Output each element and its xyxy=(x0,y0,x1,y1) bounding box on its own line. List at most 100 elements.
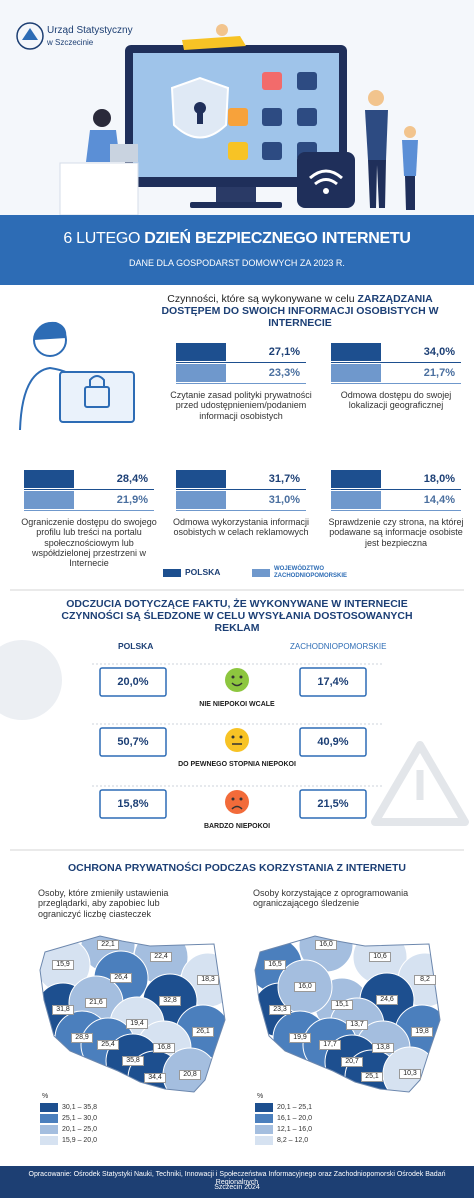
desk xyxy=(59,162,139,216)
smiley-eye xyxy=(239,735,243,739)
smiley-eye xyxy=(231,735,235,739)
app-icon xyxy=(297,108,317,126)
footer-text: Opracowanie: Ośrodek Statystyki Nauki, T… xyxy=(28,1171,446,1187)
region-label: 15,1 xyxy=(331,1000,353,1011)
region-value: 17,4% xyxy=(317,676,349,688)
icon-lock xyxy=(84,386,110,408)
region-label: 19,9 xyxy=(289,1033,311,1044)
region-bar xyxy=(331,364,381,382)
heading-bold: ZARZĄDZANIA DOSTĘPEM DO SWOICH INFORMACJ… xyxy=(161,293,439,330)
footer-place: Szczecin 2024 xyxy=(214,1184,260,1191)
region-value: 40,9% xyxy=(317,736,349,748)
legend-swatch xyxy=(255,1103,273,1112)
polska-bar xyxy=(331,343,381,361)
caption: Sprawdzenie czy strona, na której podawa… xyxy=(328,517,464,548)
region-label: 25,1 xyxy=(361,1072,383,1083)
app-icon xyxy=(297,72,317,90)
region-label: 26,4 xyxy=(110,973,132,984)
legend-label: 20,1 – 25,0 xyxy=(62,1126,98,1133)
column-label: ZACHODNIOPOMORSKIE xyxy=(290,642,387,651)
region-box xyxy=(299,667,367,697)
region-value: 23,3% xyxy=(268,367,300,379)
app-icon xyxy=(262,142,282,160)
app-icon xyxy=(262,72,282,90)
region-label: 20,7 xyxy=(341,1057,363,1068)
region-box xyxy=(299,727,367,757)
legend-label: 15,9 – 20,0 xyxy=(62,1137,98,1144)
legend-label: 8,2 – 12,0 xyxy=(277,1137,309,1144)
legend-swatch xyxy=(255,1136,273,1145)
person xyxy=(368,160,386,208)
region-box xyxy=(299,789,367,819)
polska-bar xyxy=(24,470,74,488)
title-bold: DZIEŃ BEZPIECZNEGO INTERNETU xyxy=(144,230,411,247)
legend-label: WOJEWÓDZTWO ZACHODNIOPOMORSKIE xyxy=(274,566,348,579)
smiley xyxy=(225,728,249,752)
map-outline xyxy=(254,935,441,1093)
region-label: 34,4 xyxy=(144,1073,166,1084)
title-light: 6 LUTEGO xyxy=(63,230,141,247)
caption: Odmowa dostępu do swojej lokalizacji geo… xyxy=(340,390,452,411)
region-label: 19,8 xyxy=(411,1027,433,1038)
app-icon xyxy=(228,108,248,126)
caption: Odmowa wykorzystania informacji osobisty… xyxy=(172,517,310,538)
legend-label: 30,1 – 35,8 xyxy=(62,1104,98,1111)
icon-lock xyxy=(89,375,105,387)
logo-text: Urząd Statystyczny xyxy=(47,25,133,36)
legend-swatch xyxy=(40,1114,58,1123)
region-value: 14,4% xyxy=(423,494,455,506)
region-value: 31,0% xyxy=(268,494,300,506)
person xyxy=(182,36,246,50)
legend-label: 25,1 – 30,0 xyxy=(62,1115,98,1122)
title: 6 LUTEGO DZIEŃ BEZPIECZNEGO INTERNETU xyxy=(0,230,474,248)
legend-swatch xyxy=(163,569,181,577)
region-bar xyxy=(176,491,226,509)
polska-value: 18,0% xyxy=(423,473,455,485)
logo-text: w Szczecinie xyxy=(47,38,94,47)
region-label: 18,3 xyxy=(197,975,219,986)
map-outline xyxy=(39,935,226,1093)
region-label: 20,8 xyxy=(179,1070,201,1081)
region-bar xyxy=(24,491,74,509)
smiley xyxy=(225,790,249,814)
legend-label: POLSKA xyxy=(185,567,221,577)
legend-label: 16,1 – 20,0 xyxy=(277,1115,313,1122)
region-label: 24,6 xyxy=(376,995,398,1006)
section-heading: OCHRONA PRYWATNOŚCI PODCZAS KORZYSTANIA … xyxy=(68,862,406,874)
caption: Ograniczenie dostępu do swojego profilu … xyxy=(21,517,157,569)
region-label: 10,6 xyxy=(369,952,391,963)
cookie xyxy=(0,640,62,720)
region-label: 15,9 xyxy=(52,960,74,971)
section-heading: ODCZUCIA DOTYCZĄCE FAKTU, ŻE WYKONYWANE … xyxy=(61,598,413,635)
keyhole xyxy=(197,110,203,124)
region-label: 17,7 xyxy=(319,1040,341,1051)
person xyxy=(402,140,418,176)
map-caption: Osoby korzystające z oprogramowania ogra… xyxy=(253,888,409,909)
region-bar xyxy=(176,364,226,382)
polska-value: 28,4% xyxy=(116,473,148,485)
person xyxy=(216,24,228,36)
heading-plain: Czynności, które są wykonywane w celu xyxy=(167,293,355,305)
region-label: 8,2 xyxy=(414,975,436,986)
region-label: 32,8 xyxy=(159,996,181,1007)
region-value: 21,9% xyxy=(116,494,148,506)
mood-label: BARDZO NIEPOKOI xyxy=(203,823,271,830)
polska-value: 15,8% xyxy=(117,798,149,810)
polska-value: 50,7% xyxy=(117,736,149,748)
region-label: 16,5 xyxy=(264,960,286,971)
region-label: 35,8 xyxy=(122,1056,144,1067)
region-label: 21,6 xyxy=(85,998,107,1009)
legend-label: 20,1 – 25,1 xyxy=(277,1104,313,1111)
icon-hair xyxy=(34,321,67,340)
legend-label: 12,1 – 16,0 xyxy=(277,1126,313,1133)
polska-value: 31,7% xyxy=(268,473,300,485)
wifi-icon xyxy=(323,188,329,194)
region-label: 22,1 xyxy=(97,940,119,951)
region-label: 19,4 xyxy=(126,1019,148,1030)
legend-swatch xyxy=(255,1125,273,1134)
laptop xyxy=(110,144,138,162)
region-label: 26,1 xyxy=(192,1027,214,1038)
region-label: 25,4 xyxy=(97,1040,119,1051)
person xyxy=(368,90,384,106)
